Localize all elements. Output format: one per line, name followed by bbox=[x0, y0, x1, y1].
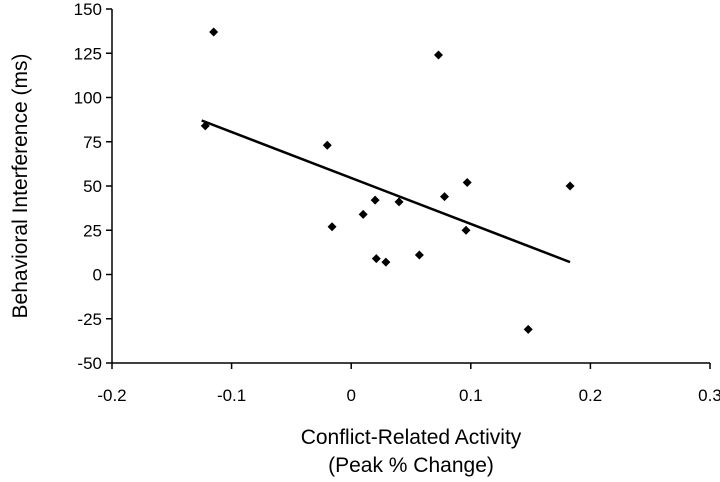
y-tick-label: 50 bbox=[83, 177, 102, 196]
data-point bbox=[322, 140, 332, 150]
y-axis-title: Behavioral Interference (ms) bbox=[9, 54, 32, 319]
data-point bbox=[462, 177, 472, 187]
y-tick-label: 75 bbox=[83, 133, 102, 152]
x-tick-label: 0.3 bbox=[698, 386, 720, 405]
data-point bbox=[565, 181, 575, 191]
x-axis-title-line-1: Conflict-Related Activity bbox=[301, 426, 522, 449]
x-tick-label: 0.2 bbox=[579, 386, 603, 405]
data-point bbox=[414, 250, 424, 260]
y-tick-label: -25 bbox=[77, 310, 102, 329]
y-ticks: -50 -25 0 25 50 75 100 125 150 bbox=[74, 0, 112, 373]
y-tick-label: 0 bbox=[93, 266, 102, 285]
trendline bbox=[201, 119, 571, 264]
data-point bbox=[394, 197, 404, 207]
x-tick-label: -0.1 bbox=[217, 386, 246, 405]
y-tick-label: 100 bbox=[74, 89, 102, 108]
data-point bbox=[439, 192, 449, 202]
data-point bbox=[200, 121, 210, 131]
axes bbox=[111, 9, 710, 364]
data-point bbox=[434, 50, 444, 60]
x-axis-title-line-2: (Peak % Change) bbox=[328, 454, 494, 477]
y-tick-label: 25 bbox=[83, 221, 102, 240]
x-tick-label: 0 bbox=[346, 386, 355, 405]
data-point bbox=[327, 222, 337, 232]
y-tick-label: 125 bbox=[74, 44, 102, 63]
data-point bbox=[461, 225, 471, 235]
y-tick-label: 150 bbox=[74, 0, 102, 19]
x-ticks: -0.2 -0.1 0 0.1 0.2 0.3 bbox=[97, 363, 720, 405]
y-tick-label: -50 bbox=[77, 354, 102, 373]
data-point bbox=[358, 209, 368, 219]
data-point bbox=[371, 254, 381, 264]
data-point bbox=[209, 27, 219, 37]
data-point bbox=[370, 195, 380, 205]
x-tick-label: 0.1 bbox=[459, 386, 483, 405]
data-points bbox=[200, 27, 575, 334]
data-point bbox=[381, 257, 391, 267]
x-tick-label: -0.2 bbox=[97, 386, 126, 405]
data-point bbox=[523, 324, 533, 334]
